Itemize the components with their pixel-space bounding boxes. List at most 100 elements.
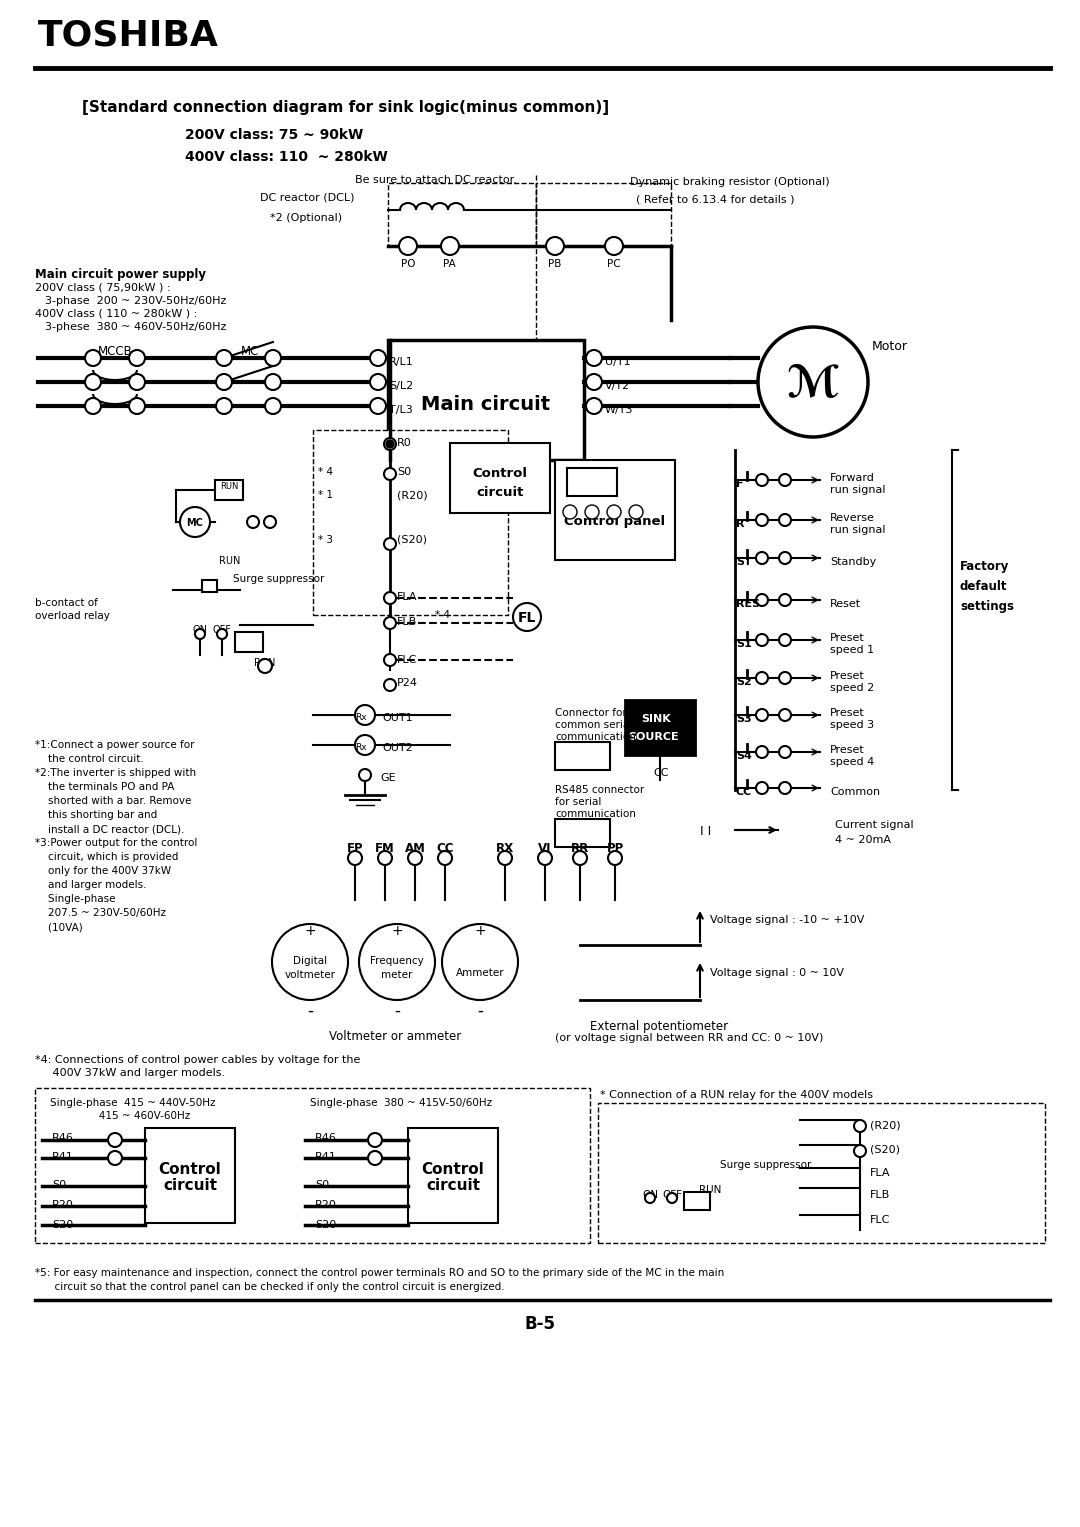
Text: 415 ~ 460V-60Hz: 415 ~ 460V-60Hz [50,1112,190,1121]
Text: 4 ~ 20mA: 4 ~ 20mA [835,835,891,844]
Bar [388,183,536,246]
Circle shape [779,782,791,794]
Bar [598,1102,1045,1243]
Text: * 3: * 3 [318,534,333,545]
Text: OFF: OFF [662,1190,681,1200]
Text: PP: PP [606,841,623,855]
Circle shape [573,851,588,864]
Circle shape [85,399,102,414]
Text: S4: S4 [735,751,752,760]
Circle shape [384,467,396,479]
Text: -: - [477,1002,483,1020]
Bar [450,443,550,513]
Circle shape [108,1133,122,1147]
Text: 200V class: 75 ~ 90kW: 200V class: 75 ~ 90kW [185,128,363,142]
Text: and larger models.: and larger models. [35,880,147,890]
Text: S/L2: S/L2 [389,382,414,391]
Bar [202,580,217,592]
Text: RS485 connector: RS485 connector [555,785,645,796]
Text: RUN: RUN [219,556,241,567]
Bar [684,1193,710,1209]
Text: Reset: Reset [831,599,861,609]
Text: FLB: FLB [397,617,417,628]
Text: PC: PC [607,260,621,269]
Text: R41: R41 [52,1151,73,1162]
Text: b-contact of: b-contact of [35,599,98,608]
Text: Main circuit: Main circuit [421,395,551,414]
Text: -: - [394,1002,400,1020]
Text: MC: MC [241,345,259,357]
Text: settings: settings [960,600,1014,612]
Text: Factory: Factory [960,560,1010,573]
Text: R/L1: R/L1 [389,357,414,366]
Text: PO: PO [401,260,416,269]
Text: PA: PA [443,260,456,269]
Circle shape [756,551,768,563]
Circle shape [585,505,599,519]
Text: Control panel: Control panel [565,515,665,528]
Bar [555,460,675,560]
Text: FLB: FLB [870,1190,890,1200]
Text: (10VA): (10VA) [35,922,83,931]
Text: Motor: Motor [872,341,908,353]
Text: Surge suppressor: Surge suppressor [720,1161,811,1170]
Text: 3-phese  380 ~ 460V-50Hz/60Hz: 3-phese 380 ~ 460V-50Hz/60Hz [45,322,227,331]
Text: Voltmeter or ammeter: Voltmeter or ammeter [329,1031,461,1043]
Circle shape [442,924,518,1000]
Text: circuit, which is provided: circuit, which is provided [35,852,178,863]
Text: Surge suppressor: Surge suppressor [233,574,324,583]
Text: circuit: circuit [426,1177,480,1193]
Circle shape [370,374,386,389]
Circle shape [378,851,392,864]
Text: Forward
run signal: Forward run signal [831,473,886,495]
Text: circuit so that the control panel can be checked if only the control circuit is : circuit so that the control panel can be… [35,1283,504,1292]
Circle shape [384,617,396,629]
Text: CC: CC [735,786,753,797]
Circle shape [438,851,453,864]
Text: Voltage signal : 0 ~ 10V: Voltage signal : 0 ~ 10V [710,968,843,977]
Text: the terminals PO and PA: the terminals PO and PA [35,782,174,793]
Circle shape [498,851,512,864]
Circle shape [608,851,622,864]
Text: for serial: for serial [555,797,602,806]
Text: this shorting bar and: this shorting bar and [35,809,158,820]
Text: R20: R20 [315,1200,337,1209]
Circle shape [85,350,102,366]
Circle shape [370,350,386,366]
Text: OUT1: OUT1 [382,713,413,722]
Bar [313,431,508,615]
Circle shape [667,1193,677,1203]
Text: ON: ON [192,625,207,635]
Circle shape [513,603,541,631]
Text: I I: I I [700,825,712,838]
Text: PB: PB [548,260,562,269]
Text: ( Refer to 6.13.4 for details ): ( Refer to 6.13.4 for details ) [636,194,795,205]
Circle shape [607,505,621,519]
Circle shape [265,374,281,389]
Text: CC: CC [436,841,454,855]
Text: Dynamic braking resistor (Optional): Dynamic braking resistor (Optional) [630,177,829,186]
Text: MCCB: MCCB [97,345,133,357]
Text: FP: FP [347,841,363,855]
Text: (or voltage signal between RR and CC: 0 ~ 10V): (or voltage signal between RR and CC: 0 … [555,1032,823,1043]
Circle shape [384,538,396,550]
Bar [35,1089,590,1243]
Text: Control: Control [159,1162,221,1177]
Text: CC: CC [653,768,669,777]
Bar [145,1128,235,1223]
Text: S0: S0 [315,1180,329,1190]
Text: W/T3: W/T3 [605,405,634,415]
Text: *2:The inverter is shipped with: *2:The inverter is shipped with [35,768,197,777]
Text: * 4: * 4 [435,609,450,620]
Circle shape [272,924,348,1000]
Text: R0: R0 [397,438,411,447]
Text: Preset
speed 2: Preset speed 2 [831,672,874,693]
Text: OUT2: OUT2 [382,744,413,753]
Circle shape [180,507,210,538]
Circle shape [355,705,375,725]
Text: 200V class ( 75,90kW ) :: 200V class ( 75,90kW ) : [35,282,171,293]
Circle shape [265,399,281,414]
Text: +: + [474,924,486,938]
Bar [215,479,243,499]
Text: FM: FM [375,841,395,855]
